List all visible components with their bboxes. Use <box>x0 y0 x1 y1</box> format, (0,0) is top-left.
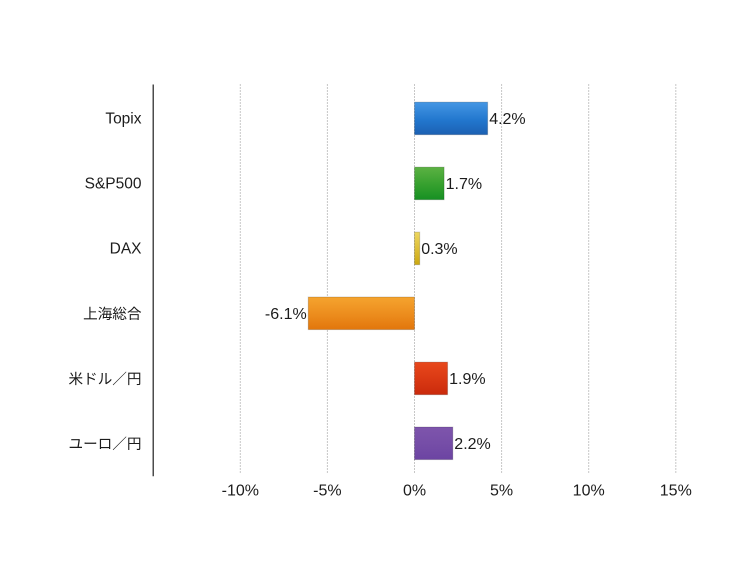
svg-text:-6.1%: -6.1% <box>265 306 307 323</box>
svg-text:10%: 10% <box>573 483 605 500</box>
svg-text:Topix: Topix <box>105 111 141 128</box>
svg-text:-5%: -5% <box>313 483 341 500</box>
svg-text:S&P500: S&P500 <box>85 176 142 193</box>
svg-text:0.3%: 0.3% <box>421 241 457 258</box>
svg-text:-10%: -10% <box>222 483 259 500</box>
svg-text:15%: 15% <box>660 483 692 500</box>
svg-text:1.7%: 1.7% <box>446 176 482 193</box>
svg-text:2.2%: 2.2% <box>454 436 490 453</box>
svg-text:4.2%: 4.2% <box>489 111 525 128</box>
svg-text:DAX: DAX <box>110 241 143 258</box>
svg-text:0%: 0% <box>403 483 426 500</box>
svg-text:5%: 5% <box>490 483 513 500</box>
svg-text:1.9%: 1.9% <box>449 371 485 388</box>
